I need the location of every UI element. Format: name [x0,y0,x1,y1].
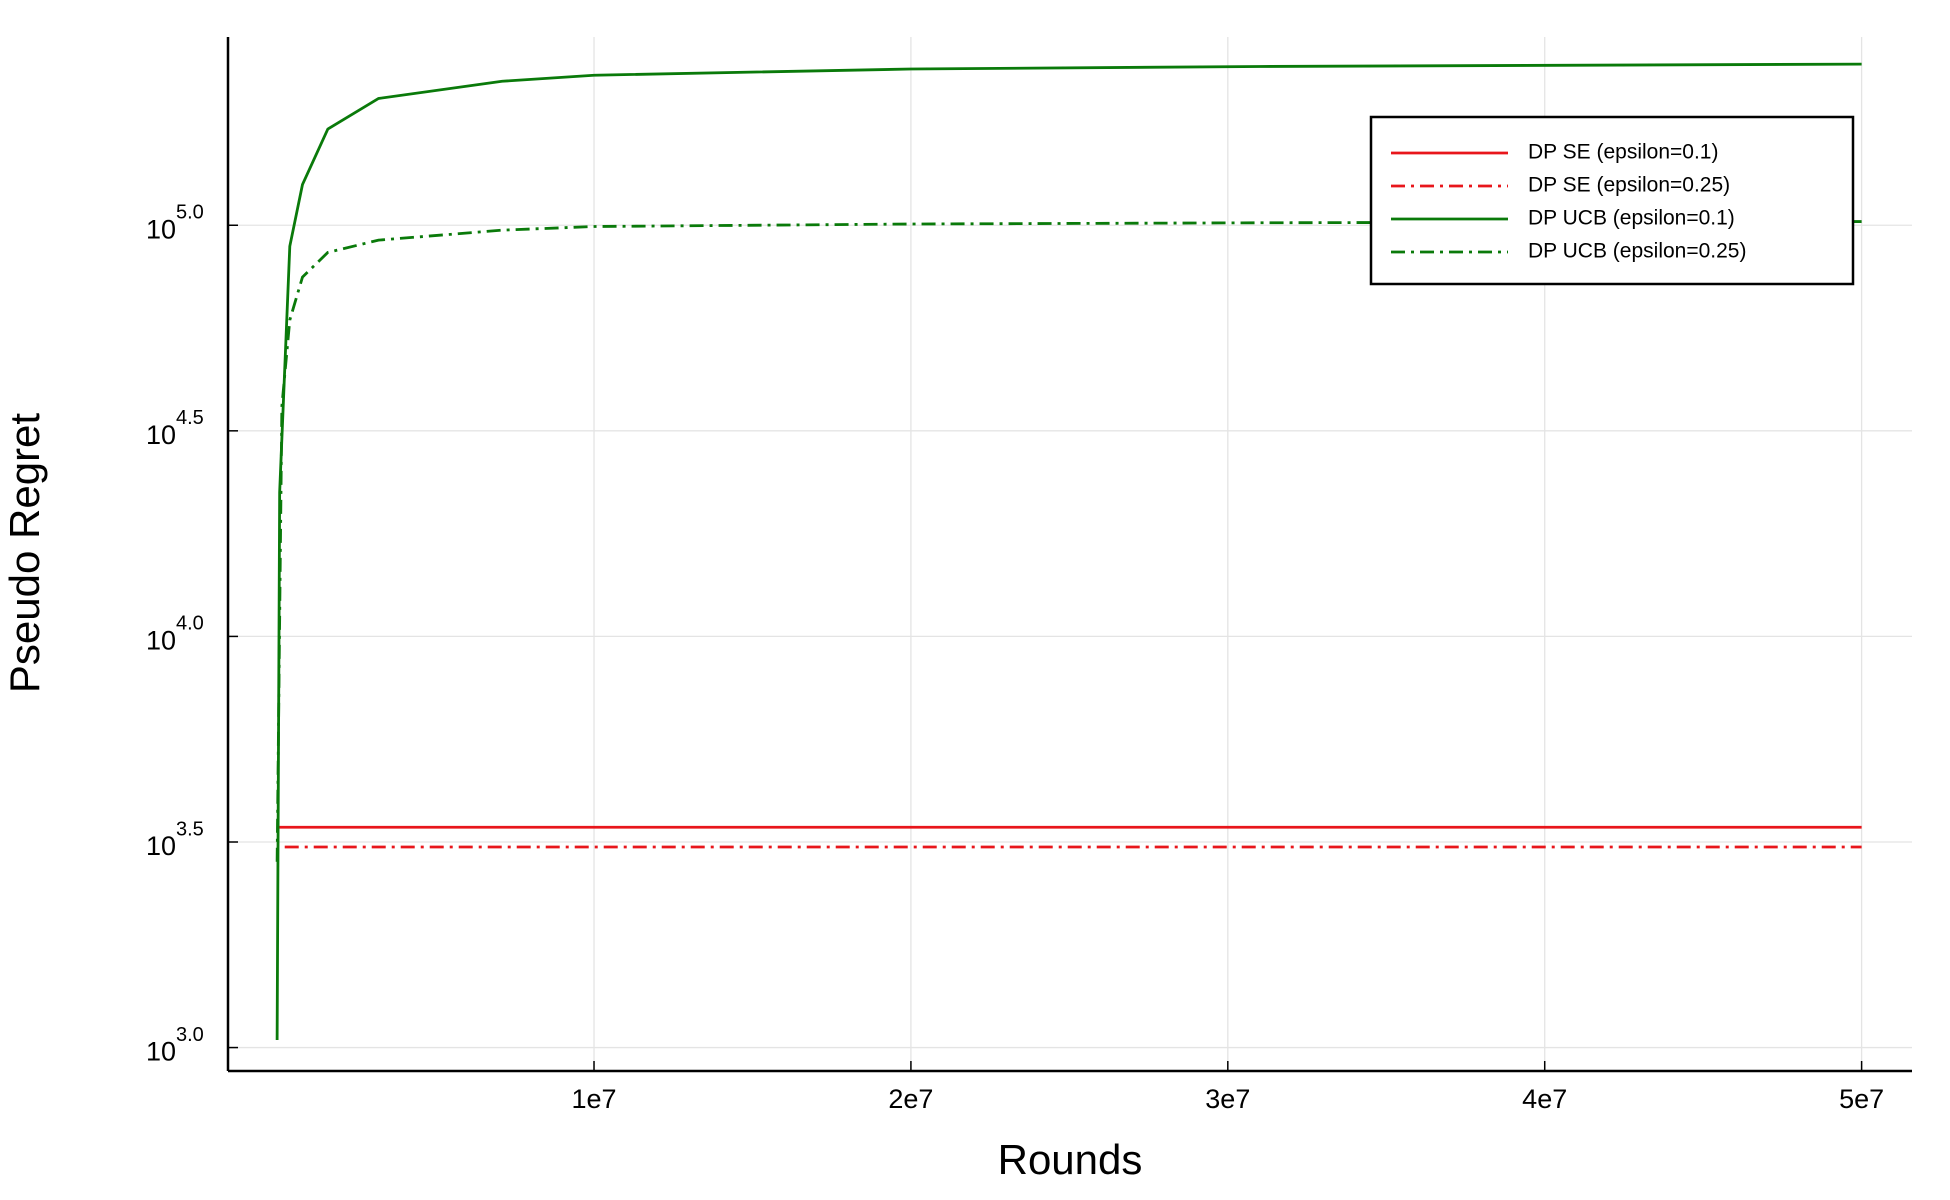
y-tick-base: 10 [146,420,176,450]
y-tick-base: 10 [146,831,176,861]
y-tick-label: 104.5 [146,407,204,450]
series-line [275,62,1862,1041]
y-tick-exponent: 3.5 [176,818,204,840]
y-tick-label: 104.0 [146,613,204,656]
legend-label: DP SE (epsilon=0.25) [1528,174,1730,197]
y-tick-label: 105.0 [146,202,204,245]
x-tick-label: 5e7 [1839,1084,1884,1114]
legend-label: DP UCB (epsilon=0.25) [1528,240,1746,263]
legend-label: DP SE (epsilon=0.1) [1528,141,1718,164]
x-axis-label: Rounds [998,1136,1143,1183]
y-tick-base: 10 [146,1037,176,1067]
legend-box [1369,115,1855,286]
y-axis-label: Pseudo Regret [1,413,48,694]
x-tick-label: 4e7 [1522,1084,1567,1114]
y-tick-label: 103.0 [146,1024,204,1067]
y-tick-base: 10 [146,214,176,244]
x-tick-label: 2e7 [888,1084,933,1114]
y-tick-label: 103.5 [146,818,204,861]
y-tick-base: 10 [146,626,176,656]
y-tick-exponent: 3.0 [176,1024,204,1046]
y-tick-exponent: 5.0 [176,202,204,224]
y-tick-exponent: 4.5 [176,407,204,429]
x-tick-label: 1e7 [571,1084,616,1114]
x-tick-label: 3e7 [1205,1084,1250,1114]
legend-label: DP UCB (epsilon=0.1) [1528,207,1735,230]
y-tick-exponent: 4.0 [176,613,204,635]
series-line [275,220,1862,862]
